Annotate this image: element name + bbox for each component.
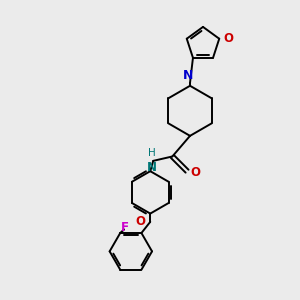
Text: O: O <box>223 32 233 45</box>
Text: N: N <box>183 69 194 82</box>
Text: N: N <box>147 161 157 174</box>
Text: O: O <box>190 166 201 179</box>
Text: H: H <box>148 148 156 158</box>
Text: F: F <box>121 220 129 234</box>
Text: O: O <box>135 215 145 228</box>
